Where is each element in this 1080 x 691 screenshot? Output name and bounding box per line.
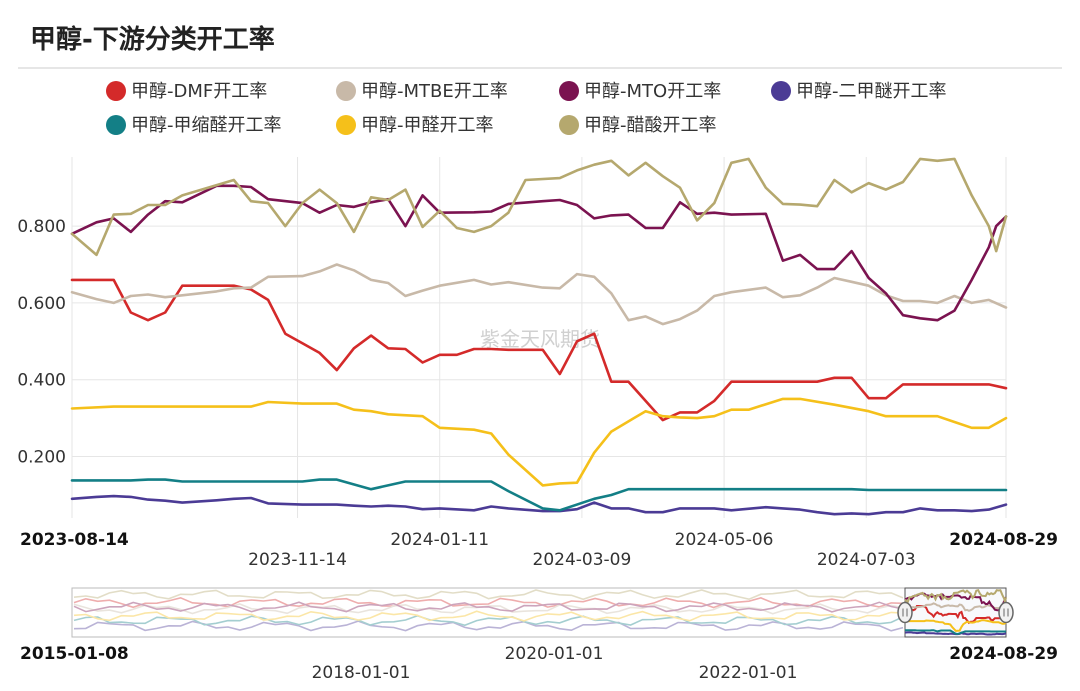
navigator-series-line-6: [904, 589, 1007, 604]
legend-marker-0[interactable]: [106, 81, 126, 101]
legend-label-1[interactable]: 甲醇-MTBE开工率: [361, 81, 508, 102]
navigator-tick-label-2: 2022-01-01: [699, 663, 798, 683]
navigator-history-line-3: [73, 620, 904, 632]
legend-marker-3[interactable]: [771, 81, 791, 101]
legend-marker-5[interactable]: [336, 115, 356, 135]
legend-marker-4[interactable]: [106, 115, 126, 135]
x-tick-label-2: 2024-03-09: [533, 550, 632, 570]
y-tick-label-3: 0.800: [17, 217, 66, 237]
navigator-frame: [71, 587, 1007, 638]
legend-label-5[interactable]: 甲醇-甲醛开工率: [361, 115, 494, 136]
legend-label-0[interactable]: 甲醇-DMF开工率: [131, 81, 267, 102]
navigator-start-label: 2015-01-08: [20, 644, 129, 664]
x-tick-label-0: 2023-11-14: [248, 550, 347, 570]
navigator-history-line-0: [73, 596, 904, 609]
x-tick-label-1: 2024-01-11: [390, 530, 489, 550]
navigator-history-lines: [73, 589, 904, 632]
series-line-3[interactable]: [70, 494, 1008, 516]
navigator-series-line-4: [905, 629, 1006, 636]
navigator-history-line-4: [73, 614, 904, 627]
navigator-left-handle[interactable]: [897, 601, 913, 624]
navigator-history-line-1: [73, 603, 904, 615]
chart-title: 甲醇-下游分类开工率: [30, 24, 275, 55]
navigator-series-line-5: [904, 619, 1007, 632]
y-tick-label-2: 0.600: [17, 294, 66, 314]
legend-label-3[interactable]: 甲醇-二甲醚开工率: [796, 81, 947, 102]
legend-label-6[interactable]: 甲醇-醋酸开工率: [584, 115, 717, 136]
navigator-right-handle[interactable]: [998, 601, 1014, 624]
series-line-1[interactable]: [70, 263, 1008, 326]
x-range-start-label: 2023-08-14: [20, 530, 129, 550]
navigator[interactable]: 2015-01-08 2024-08-29 2018-01-01 2020-01-01…: [20, 587, 1058, 683]
legend-marker-1[interactable]: [336, 81, 356, 101]
x-tick-label-4: 2024-07-03: [817, 550, 916, 570]
navigator-history-line-6: [73, 589, 904, 601]
y-tick-label-1: 0.400: [17, 371, 66, 391]
series-lines: [70, 157, 1008, 516]
x-tick-label-3: 2024-05-06: [675, 530, 774, 550]
legend-label-2[interactable]: 甲醇-MTO开工率: [584, 81, 721, 102]
navigator-history-line-2: [73, 601, 904, 613]
navigator-history-line-5: [73, 610, 904, 622]
x-range-end-label: 2024-08-29: [949, 530, 1058, 550]
navigator-tick-label-0: 2018-01-01: [312, 663, 411, 683]
legend: 甲醇-DMF开工率 甲醇-MTBE开工率 甲醇-MTO开工率 甲醇-二甲醚开工率甲醇-…: [106, 81, 947, 136]
navigator-end-label: 2024-08-29: [949, 644, 1058, 664]
y-tick-label-0: 0.200: [17, 448, 66, 468]
legend-marker-6[interactable]: [559, 115, 579, 135]
navigator-tick-label-1: 2020-01-01: [505, 644, 604, 664]
legend-label-4[interactable]: 甲醇-甲缩醛开工率: [131, 115, 282, 136]
series-line-4[interactable]: [70, 478, 1008, 512]
legend-marker-2[interactable]: [559, 81, 579, 101]
axes: 0.200 0.400 0.600 0.800 2023-08-14 2024-08-29…: [17, 217, 1058, 570]
series-line-5[interactable]: [70, 397, 1008, 487]
series-line-6[interactable]: [70, 157, 1008, 257]
